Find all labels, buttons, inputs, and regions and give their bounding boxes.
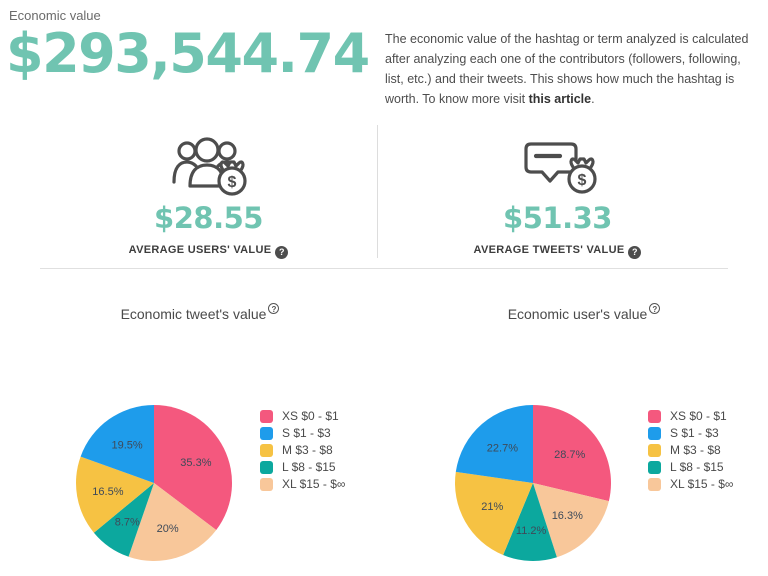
average-users-value-label: AVERAGE USERS' VALUE?	[40, 244, 377, 259]
pie-slice-label: 35.3%	[180, 457, 211, 469]
legend-swatch	[260, 426, 273, 440]
pie-slice[interactable]	[80, 405, 154, 483]
average-tweets-value: $51.33	[503, 201, 612, 235]
pie-slice[interactable]	[533, 483, 609, 558]
legend-item-s[interactable]: S $1 - $3	[648, 426, 733, 440]
pie-slice-label: 19.5%	[111, 440, 142, 452]
total-economic-value: $293,544.74	[6, 22, 370, 85]
average-users-value-stat: $ $28.55 AVERAGE USERS' VALUE?	[40, 134, 377, 259]
user-value-chart-title: Economic user's value?	[424, 303, 744, 322]
this-article-link[interactable]: this article	[528, 92, 592, 106]
pie-slice[interactable]	[503, 483, 557, 561]
horizontal-divider	[40, 268, 728, 269]
pie-slice-label: 28.7%	[554, 449, 585, 461]
legend-item-xs[interactable]: XS $0 - $1	[648, 409, 733, 423]
legend-item-xl[interactable]: XL $15 - $∞	[260, 477, 345, 491]
tweet-value-legend: XS $0 - $1 S $1 - $3 M $3 - $8 L $8 - $1…	[260, 409, 345, 494]
question-mark-icon[interactable]: ?	[275, 246, 289, 259]
legend-item-xs[interactable]: XS $0 - $1	[260, 409, 345, 423]
pie-slice[interactable]	[154, 405, 233, 531]
average-tweets-value-label: AVERAGE TWEETS' VALUE?	[387, 244, 728, 259]
legend-swatch	[648, 409, 661, 423]
legend-swatch	[648, 426, 661, 440]
section-label: Economic value	[9, 8, 101, 23]
pie-slice-label: 20%	[157, 523, 179, 535]
legend-swatch	[260, 443, 273, 457]
average-users-value: $28.55	[154, 201, 263, 235]
description-body: The economic value of the hashtag or ter…	[385, 32, 749, 106]
legend-swatch	[648, 460, 661, 474]
tweet-value-chart-title: Economic tweet's value?	[40, 303, 360, 322]
legend-item-m[interactable]: M $3 - $8	[648, 443, 733, 457]
pie-chart-tweet-value[interactable]: 35.3% 20% 8.7% 16.5% 19.5%	[74, 403, 234, 563]
legend-item-m[interactable]: M $3 - $8	[260, 443, 345, 457]
legend-swatch	[260, 477, 273, 491]
legend-swatch	[648, 443, 661, 457]
tweet-money-bag-icon: $	[387, 134, 728, 198]
user-value-legend: XS $0 - $1 S $1 - $3 M $3 - $8 L $8 - $1…	[648, 409, 733, 494]
legend-item-xl[interactable]: XL $15 - $∞	[648, 477, 733, 491]
pie-slice[interactable]	[93, 483, 154, 557]
users-money-bag-icon: $	[40, 134, 377, 198]
legend-item-l[interactable]: L $8 - $15	[648, 460, 733, 474]
pie-slice[interactable]	[533, 405, 612, 502]
pie-slice[interactable]	[455, 471, 533, 556]
pie-slice[interactable]	[75, 456, 154, 533]
average-tweets-value-stat: $ $51.33 AVERAGE TWEETS' VALUE?	[387, 134, 728, 259]
pie-slice-label: 16.5%	[92, 486, 123, 498]
pie-slice[interactable]	[455, 405, 533, 483]
legend-item-l[interactable]: L $8 - $15	[260, 460, 345, 474]
legend-swatch	[260, 409, 273, 423]
help-circle-icon[interactable]: ?	[268, 303, 280, 314]
vertical-divider	[377, 125, 378, 258]
help-circle-icon[interactable]: ?	[649, 303, 661, 314]
pie-slice-label: 8.7%	[115, 517, 140, 529]
pie-slice[interactable]	[128, 483, 217, 561]
legend-item-s[interactable]: S $1 - $3	[260, 426, 345, 440]
question-mark-icon[interactable]: ?	[628, 246, 642, 259]
pie-slice-label: 22.7%	[487, 443, 518, 455]
legend-swatch	[648, 477, 661, 491]
description-suffix: .	[591, 92, 595, 106]
svg-text:$: $	[577, 172, 586, 189]
pie-slice-label: 16.3%	[552, 510, 583, 522]
pie-slice-label: 21%	[481, 501, 503, 513]
description-text: The economic value of the hashtag or ter…	[385, 29, 753, 109]
svg-text:$: $	[227, 174, 236, 191]
legend-swatch	[260, 460, 273, 474]
pie-chart-user-value[interactable]: 28.7% 16.3% 11.2% 21% 22.7%	[453, 403, 613, 563]
pie-slice-label: 11.2%	[516, 525, 547, 537]
